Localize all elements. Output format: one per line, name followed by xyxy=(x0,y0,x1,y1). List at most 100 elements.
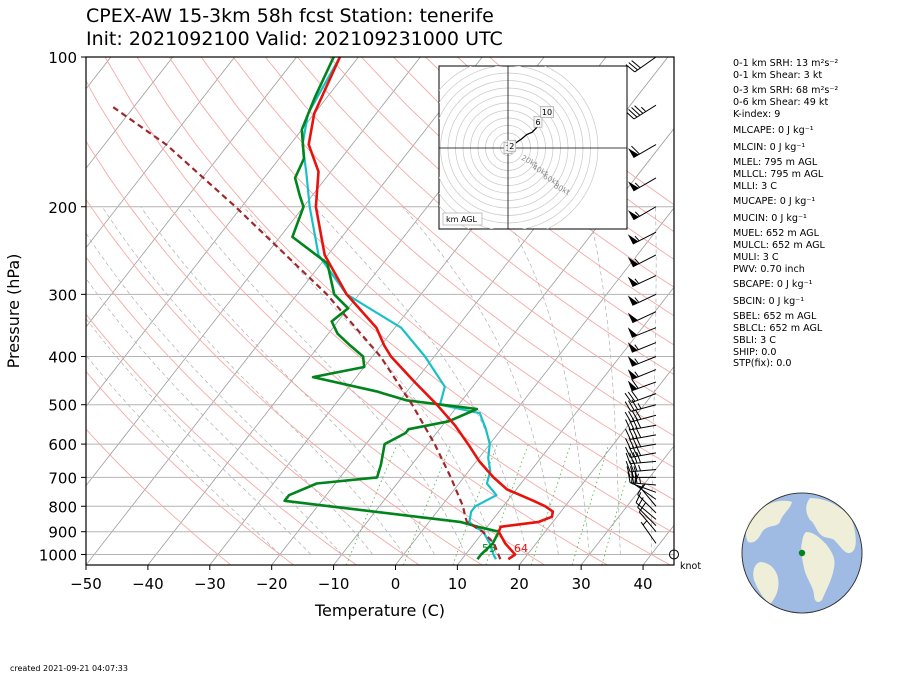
profile-lines xyxy=(109,57,555,561)
dry-adiabat-line xyxy=(329,57,674,346)
wind-barb xyxy=(624,399,657,412)
mixing-ratio-line xyxy=(345,443,398,565)
barb-full xyxy=(631,107,641,116)
wind-barb xyxy=(627,254,657,268)
dry-adiabat-line xyxy=(232,57,674,437)
barb-staff xyxy=(630,482,657,486)
index-line: MLLI: 3 C xyxy=(733,181,777,192)
wind-barb xyxy=(624,409,657,423)
barb-flag xyxy=(627,181,639,191)
barb-full xyxy=(624,411,632,423)
created-timestamp: created 2021-09-21 04:07:33 xyxy=(10,664,128,673)
barb-half xyxy=(634,211,640,217)
barb-half xyxy=(639,477,642,484)
barb-flag xyxy=(627,380,638,391)
y-tick-label: 700 xyxy=(48,469,77,487)
index-line: SBLCL: 652 m AGL xyxy=(733,323,823,334)
barb-full xyxy=(632,452,638,464)
barb-half xyxy=(634,297,640,303)
mixing-ratio-line xyxy=(571,443,610,565)
barb-staff xyxy=(630,452,657,458)
dry-adiabat-line xyxy=(361,57,674,317)
x-tick-label: 40 xyxy=(634,575,653,593)
index-line: MLEL: 795 m AGL xyxy=(733,157,818,168)
barb-staff xyxy=(638,511,657,533)
hodograph-height-label: 6 xyxy=(535,118,540,127)
index-line: MUCAPE: 0 J kg⁻¹ xyxy=(733,196,816,207)
isotherm-line xyxy=(86,57,174,169)
hodograph-height-label: 10 xyxy=(542,108,552,117)
wind-barb xyxy=(625,460,657,473)
moist-adiabat-line xyxy=(586,206,621,555)
barb-half xyxy=(638,464,642,472)
barb-staff xyxy=(637,494,657,514)
wind-barb xyxy=(624,390,657,403)
hodograph-height-box xyxy=(540,106,554,118)
hodograph-height-box xyxy=(507,139,517,152)
parcel-line xyxy=(109,104,502,560)
barb-staff xyxy=(630,424,657,431)
moist-adiabat-line xyxy=(650,206,657,555)
x-axis-label: Temperature (C) xyxy=(314,601,445,620)
index-line: 0-1 km SRH: 13 m²s⁻² xyxy=(733,58,839,69)
barb-staff xyxy=(630,404,657,412)
barb-full xyxy=(624,401,632,412)
barb-flag xyxy=(627,369,638,380)
barb-full xyxy=(631,60,641,69)
temperature-line xyxy=(307,57,555,561)
hodograph: 20kt40kt60kt80kt12610km AGL xyxy=(438,65,628,230)
barb-half xyxy=(637,403,642,409)
barb-flag xyxy=(627,148,639,158)
moist-adiabat-line xyxy=(243,206,497,555)
wind-barb xyxy=(627,144,657,159)
index-line: SBCAPE: 0 J kg⁻¹ xyxy=(733,279,813,290)
hodograph-frame xyxy=(438,65,628,230)
isotherm-line xyxy=(86,57,359,407)
barb-flag xyxy=(627,234,639,245)
barb-staff xyxy=(634,56,657,73)
dry-adiabat-line xyxy=(86,428,232,565)
barb-half xyxy=(634,235,640,242)
barb-full xyxy=(631,399,639,410)
wind-barb xyxy=(627,369,657,380)
barb-flag xyxy=(627,312,638,323)
y-tick-label: 100 xyxy=(48,49,77,67)
barb-staff xyxy=(630,414,657,423)
y-tick-label: 800 xyxy=(48,498,77,516)
wind-barb xyxy=(627,293,657,306)
barb-full xyxy=(629,460,635,472)
barb-flag xyxy=(627,256,639,267)
barb-staff xyxy=(637,506,657,526)
barb-flag xyxy=(627,327,638,338)
wind-barb xyxy=(627,275,657,287)
wind-barb xyxy=(627,231,657,245)
isotherm-line xyxy=(86,57,297,328)
barb-half xyxy=(641,483,646,490)
index-line: MULI: 3 C xyxy=(733,252,779,263)
isotherm-line xyxy=(395,207,674,565)
x-tick-label: −40 xyxy=(132,575,164,593)
barb-staff xyxy=(631,356,657,367)
wind-barb xyxy=(635,492,657,520)
y-tick-label: 200 xyxy=(48,199,77,217)
barb-staff xyxy=(630,434,657,440)
barb-full xyxy=(625,446,631,458)
barb-flag xyxy=(627,295,638,306)
x-tick-label: 30 xyxy=(572,575,591,593)
wind-barb xyxy=(627,327,657,338)
barb-full xyxy=(625,419,631,431)
hodograph-legend-label: km AGL xyxy=(446,215,478,224)
barb-full xyxy=(631,410,639,421)
x-tick-label: 20 xyxy=(510,575,529,593)
barb-staff xyxy=(633,104,657,120)
mixing-ratio-line xyxy=(485,443,529,565)
barb-staff xyxy=(640,521,657,544)
barb-full xyxy=(625,460,631,472)
barb-half xyxy=(641,106,647,112)
isotherm-line xyxy=(86,57,421,487)
barb-staff xyxy=(631,381,657,392)
barb-flag xyxy=(627,276,638,287)
dry-adiabat-line xyxy=(86,79,608,565)
index-line: MULCL: 652 m AGL xyxy=(733,240,825,251)
barb-full xyxy=(631,378,639,389)
